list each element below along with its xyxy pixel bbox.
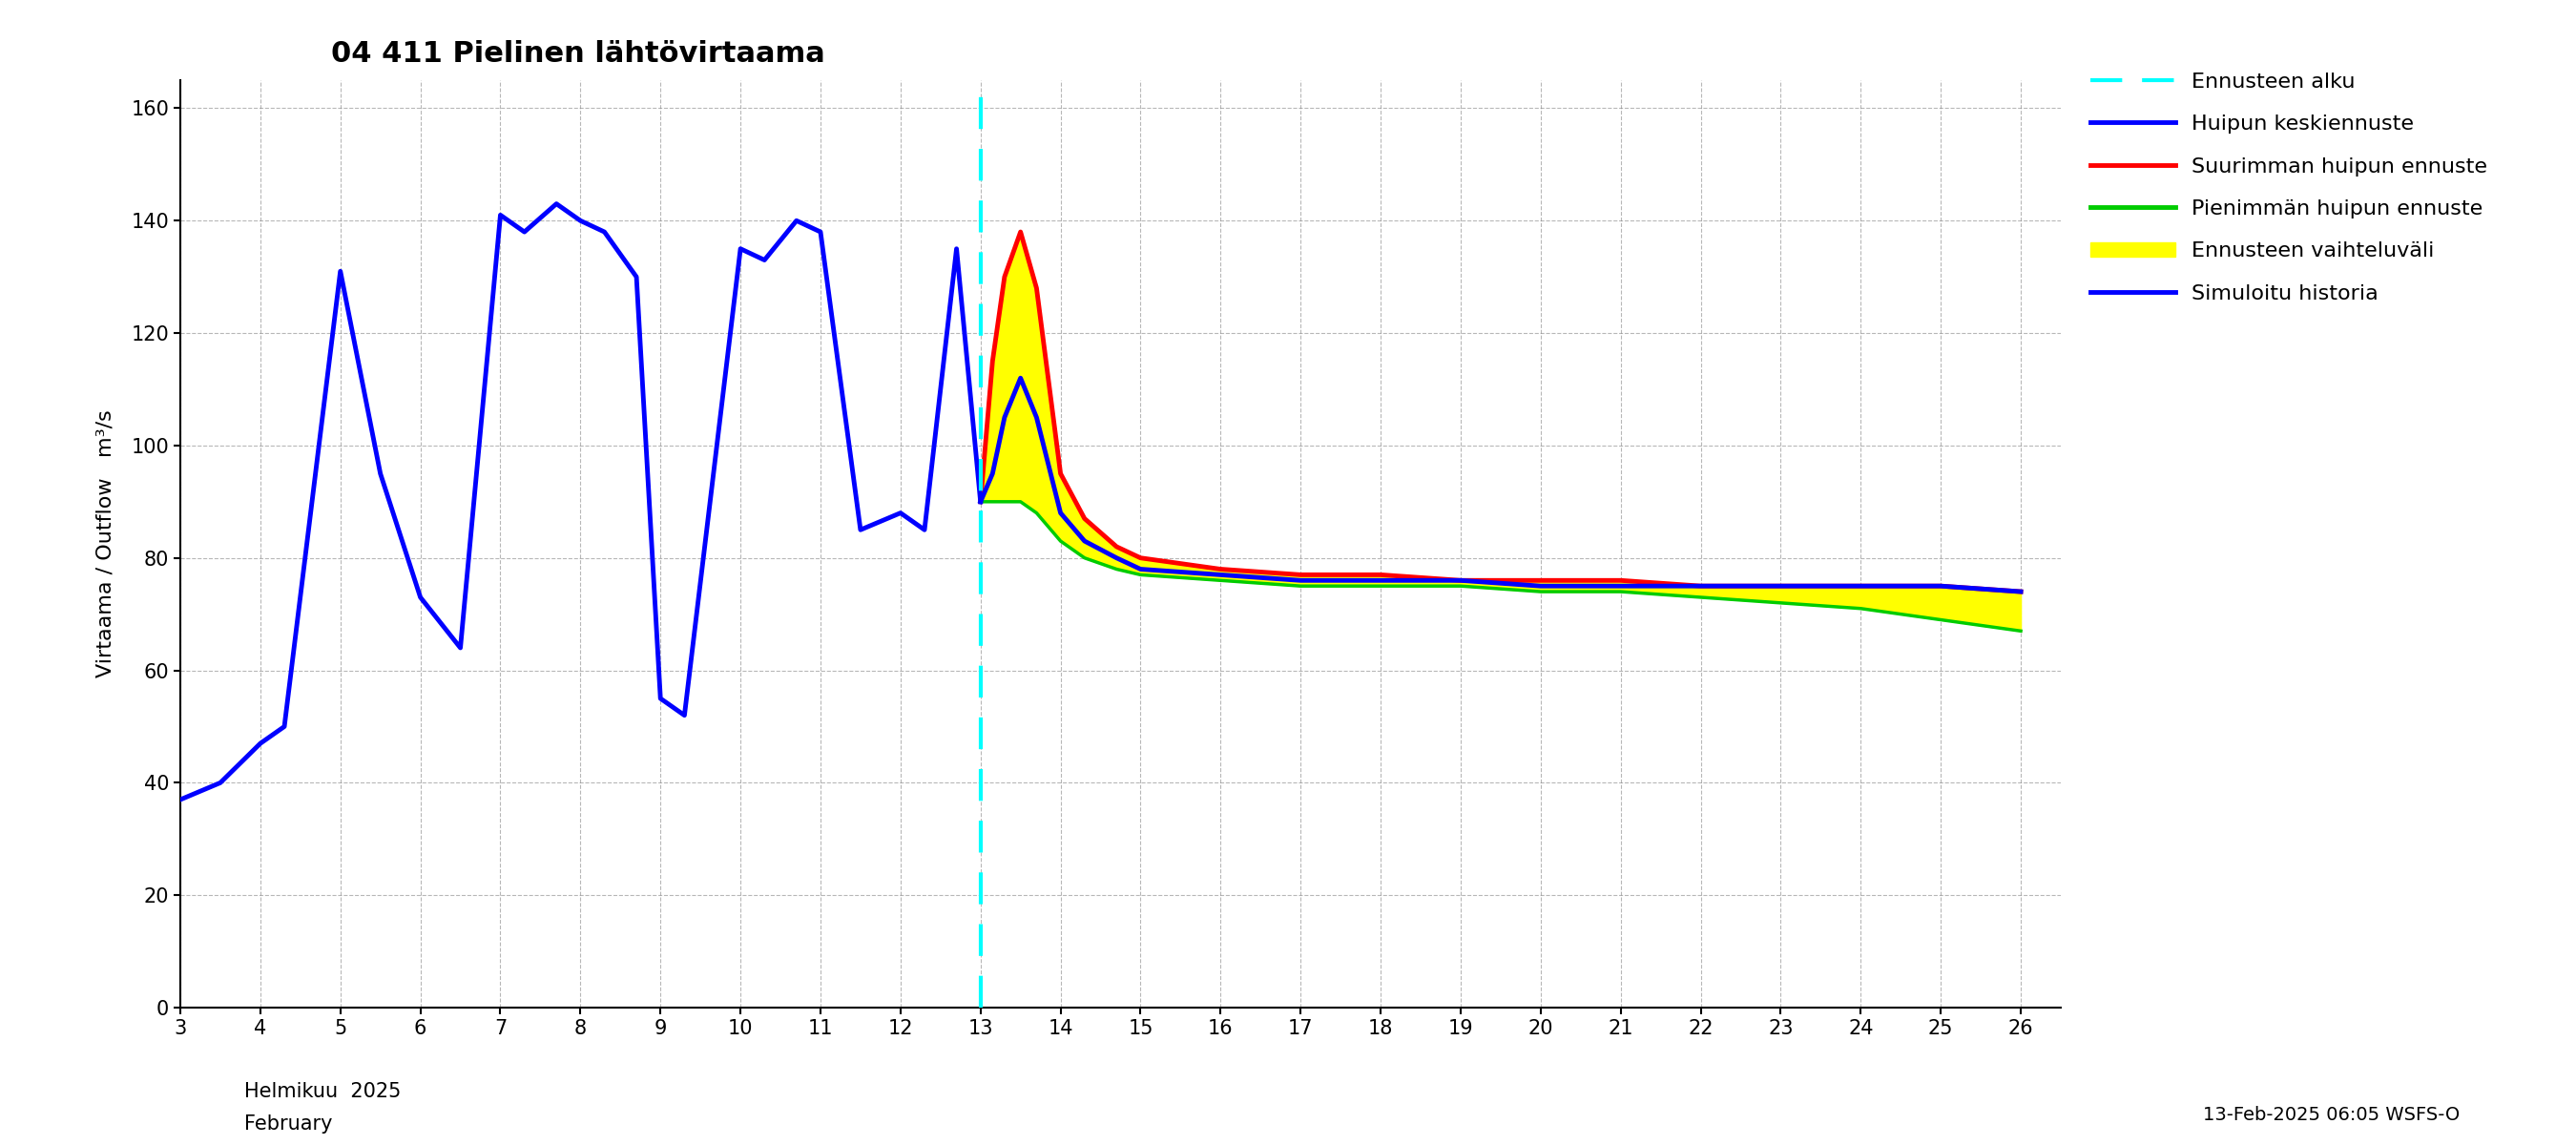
Text: 13-Feb-2025 06:05 WSFS-O: 13-Feb-2025 06:05 WSFS-O <box>2202 1106 2460 1124</box>
Text: February: February <box>245 1114 332 1134</box>
Text: Helmikuu  2025: Helmikuu 2025 <box>245 1082 402 1101</box>
Text: 04 411 Pielinen lähtövirtaama: 04 411 Pielinen lähtövirtaama <box>330 40 824 68</box>
Y-axis label: Virtaama / Outflow   m³/s: Virtaama / Outflow m³/s <box>95 410 116 678</box>
Legend: Ennusteen alku, Huipun keskiennuste, Suurimman huipun ennuste, Pienimmän huipun : Ennusteen alku, Huipun keskiennuste, Suu… <box>2089 72 2488 303</box>
